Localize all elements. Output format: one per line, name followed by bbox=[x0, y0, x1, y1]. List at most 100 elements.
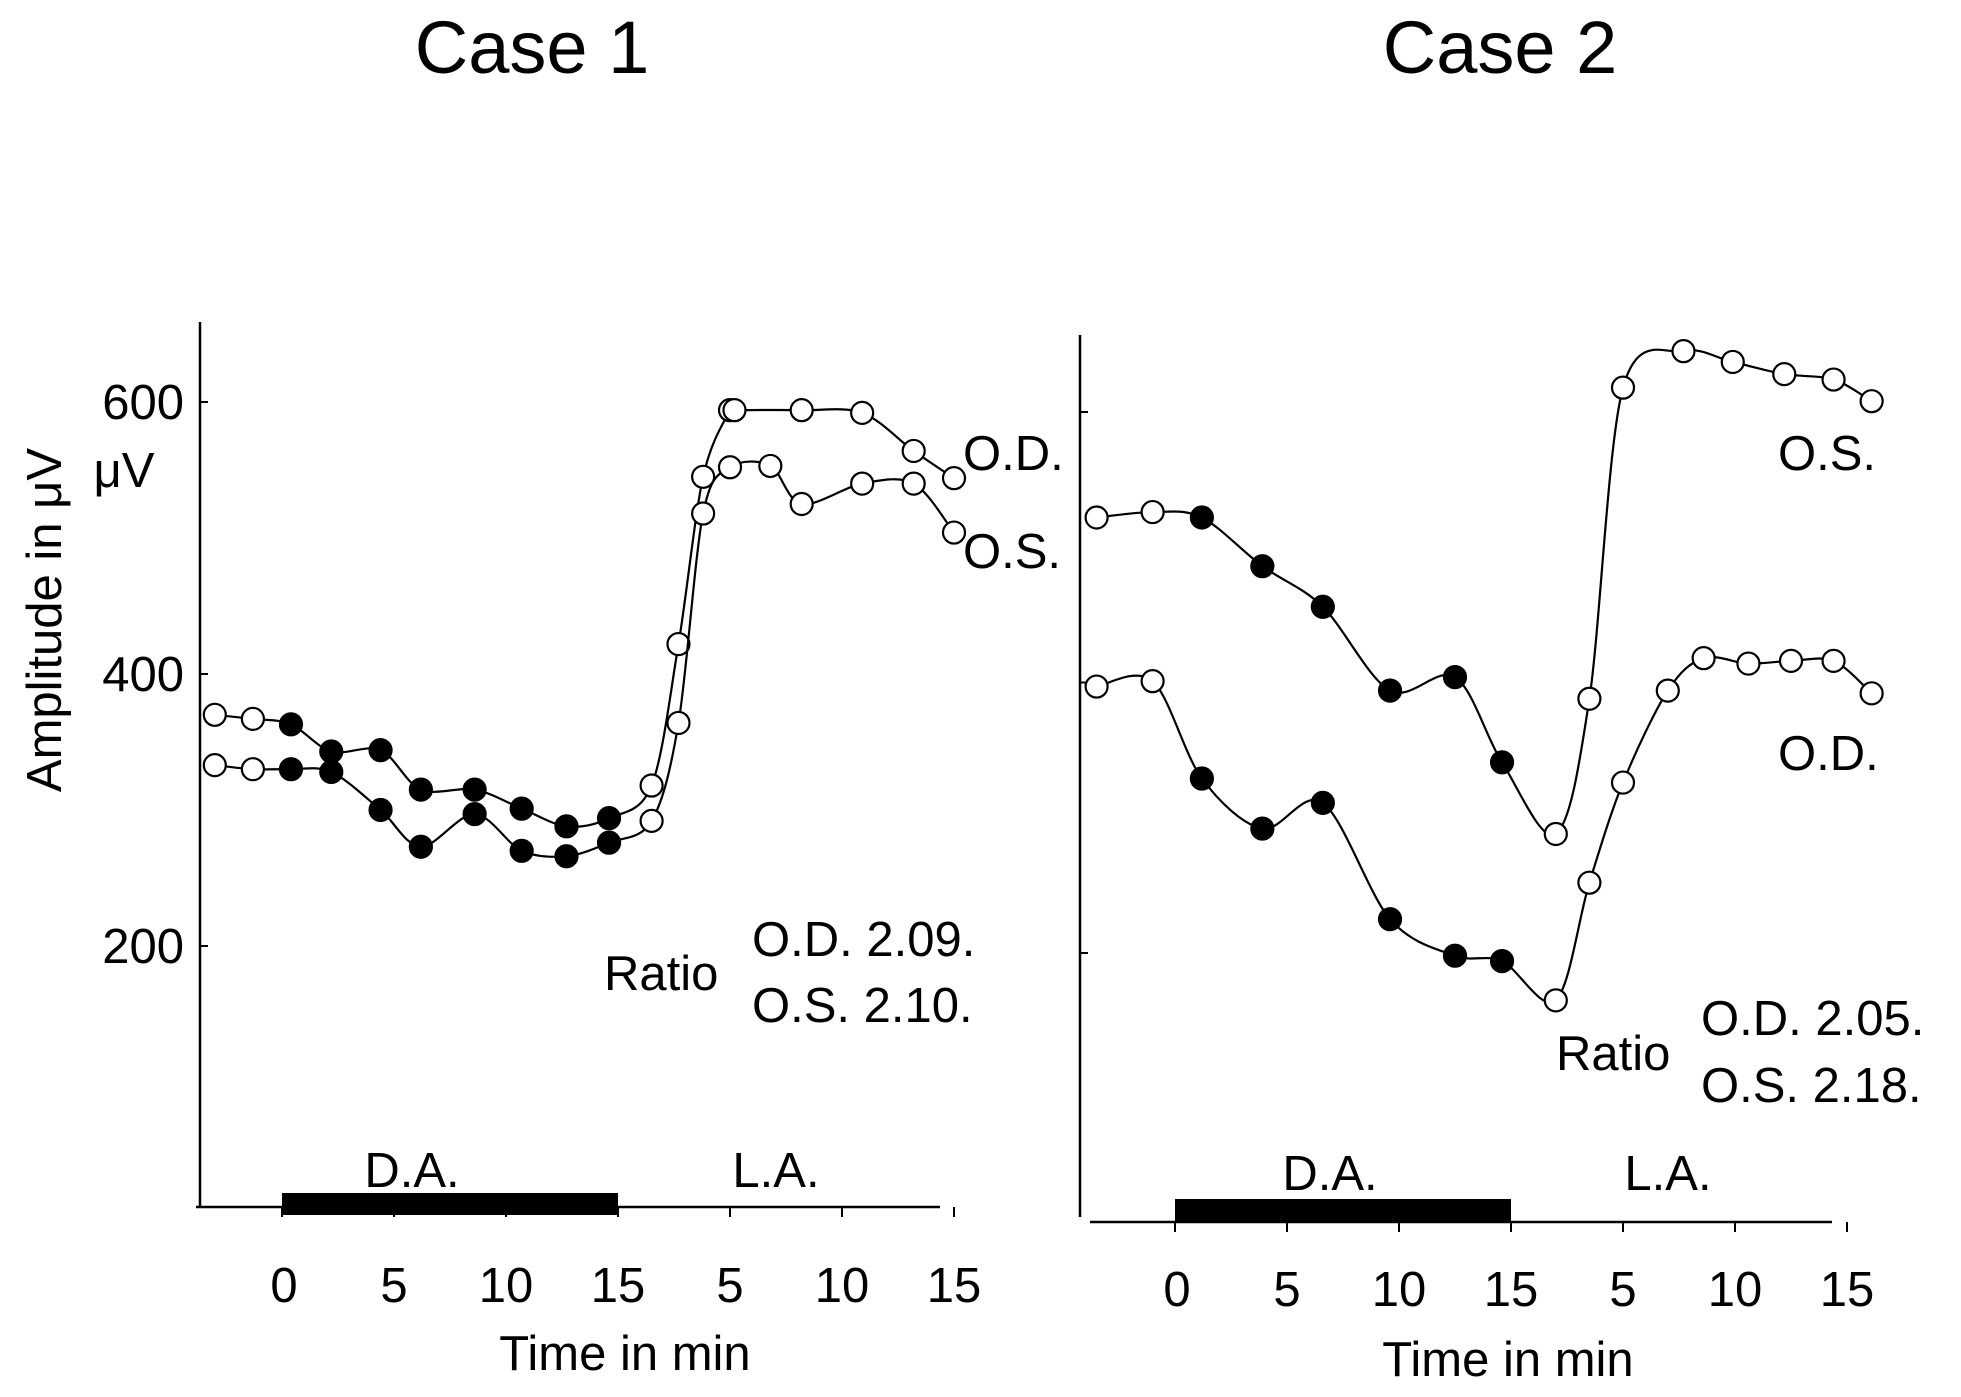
data-point bbox=[1720, 349, 1745, 375]
phase-label-dark: D.A. bbox=[1282, 1147, 1377, 1201]
data-point bbox=[408, 834, 433, 859]
data-point bbox=[202, 702, 227, 727]
series-line-od bbox=[1096, 656, 1873, 1004]
series-line-os bbox=[1096, 348, 1873, 837]
data-point bbox=[1610, 770, 1636, 795]
data-point bbox=[1442, 664, 1468, 690]
x-tick-label: 5 bbox=[1273, 1263, 1300, 1317]
series-label-od: O.D. bbox=[1778, 727, 1879, 781]
data-point bbox=[1489, 750, 1515, 775]
ratio-od: O.D. 2.05. bbox=[1701, 992, 1924, 1046]
data-point bbox=[596, 806, 622, 831]
x-tick-label: 0 bbox=[1163, 1263, 1190, 1317]
data-point bbox=[1489, 949, 1515, 974]
data-point bbox=[639, 773, 664, 798]
data-point bbox=[319, 739, 344, 764]
series-label-os: O.S. bbox=[1778, 427, 1876, 481]
dark-adaptation-bar bbox=[282, 1193, 618, 1215]
data-point bbox=[789, 398, 814, 423]
data-point bbox=[1250, 816, 1275, 841]
ratio-od: O.D. 2.09. bbox=[752, 913, 975, 967]
data-point bbox=[850, 400, 875, 425]
data-point bbox=[1859, 681, 1884, 706]
data-point bbox=[554, 814, 579, 839]
data-point bbox=[1140, 669, 1165, 694]
data-point bbox=[1772, 362, 1797, 387]
data-point bbox=[941, 466, 967, 491]
data-point bbox=[901, 438, 926, 464]
series-label-od: O.D. bbox=[963, 427, 1064, 481]
data-point bbox=[758, 453, 783, 479]
x-tick-label: 5 bbox=[1609, 1263, 1636, 1317]
data-point bbox=[1736, 651, 1761, 676]
data-point bbox=[1140, 499, 1165, 525]
data-point bbox=[1189, 505, 1214, 530]
data-point bbox=[1250, 554, 1275, 579]
data-point bbox=[901, 471, 926, 496]
dark-adaptation-bar bbox=[1175, 1199, 1511, 1223]
tick-group: 200 400 600 0 5 10 15 5 10 15 bbox=[102, 376, 981, 1313]
data-point bbox=[1189, 766, 1214, 791]
data-point bbox=[1442, 943, 1468, 968]
y-axis-title: Amplitude in μV bbox=[18, 448, 72, 792]
data-point bbox=[1859, 389, 1884, 414]
data-point bbox=[509, 796, 534, 821]
data-point bbox=[240, 757, 265, 782]
phase-label-light: L.A. bbox=[732, 1144, 819, 1198]
x-axis-title: Time in min bbox=[1382, 1333, 1633, 1387]
data-point bbox=[941, 520, 967, 545]
data-point bbox=[789, 491, 814, 517]
data-point bbox=[1577, 870, 1602, 895]
data-point bbox=[240, 706, 265, 731]
y-tick-label: 200 bbox=[102, 920, 184, 974]
series-group bbox=[202, 398, 967, 869]
data-point bbox=[717, 455, 743, 480]
x-tick-label: 15 bbox=[927, 1259, 982, 1313]
ratio-label: Ratio bbox=[604, 947, 718, 1001]
series-group bbox=[1084, 339, 1884, 1013]
panel-case-1: Case 1 D.A. L.A. Amplitude in μV μV Time… bbox=[18, 6, 1064, 1381]
y-unit-label: μV bbox=[94, 444, 155, 498]
ratio-os: O.S. 2.18. bbox=[1701, 1059, 1922, 1113]
data-point bbox=[202, 753, 227, 778]
data-point bbox=[509, 838, 534, 863]
x-tick-label: 10 bbox=[1708, 1263, 1763, 1317]
data-point bbox=[319, 759, 344, 785]
x-tick-label: 10 bbox=[479, 1259, 534, 1313]
chart-title: Case 2 bbox=[1383, 6, 1617, 89]
x-tick-label: 5 bbox=[380, 1259, 407, 1313]
data-point bbox=[462, 777, 487, 802]
chart-title: Case 1 bbox=[415, 6, 649, 89]
data-point bbox=[278, 757, 304, 782]
data-point bbox=[850, 471, 875, 496]
data-point bbox=[554, 844, 579, 869]
data-point bbox=[666, 710, 691, 736]
series-line-os bbox=[214, 460, 955, 858]
data-point bbox=[666, 631, 691, 657]
data-point bbox=[1821, 367, 1846, 392]
data-point bbox=[408, 777, 433, 802]
tick-group: 0 5 10 15 5 10 15 bbox=[1080, 411, 1874, 1317]
data-point bbox=[1310, 594, 1335, 619]
x-tick-label: 10 bbox=[1372, 1263, 1427, 1317]
data-point bbox=[1377, 678, 1403, 703]
data-point bbox=[462, 801, 487, 827]
data-point bbox=[1577, 686, 1602, 711]
x-tick-label: 10 bbox=[815, 1259, 870, 1313]
ratio-label: Ratio bbox=[1556, 1027, 1670, 1081]
x-tick-label: 15 bbox=[1484, 1263, 1539, 1317]
y-tick-label: 600 bbox=[102, 376, 184, 430]
data-point bbox=[1821, 648, 1846, 673]
data-point bbox=[1310, 790, 1335, 815]
data-point bbox=[1543, 821, 1568, 847]
x-axis-title: Time in min bbox=[499, 1327, 750, 1381]
data-point bbox=[1671, 339, 1696, 364]
y-tick-label: 400 bbox=[102, 648, 184, 702]
phase-label-dark: D.A. bbox=[364, 1144, 459, 1198]
data-point bbox=[1543, 988, 1568, 1013]
panel-case-2: Case 2 D.A. L.A. Time in min O.S. O.D. R… bbox=[1078, 6, 1924, 1387]
data-point bbox=[1610, 375, 1636, 400]
data-point bbox=[1084, 674, 1109, 699]
data-point bbox=[1691, 646, 1716, 671]
